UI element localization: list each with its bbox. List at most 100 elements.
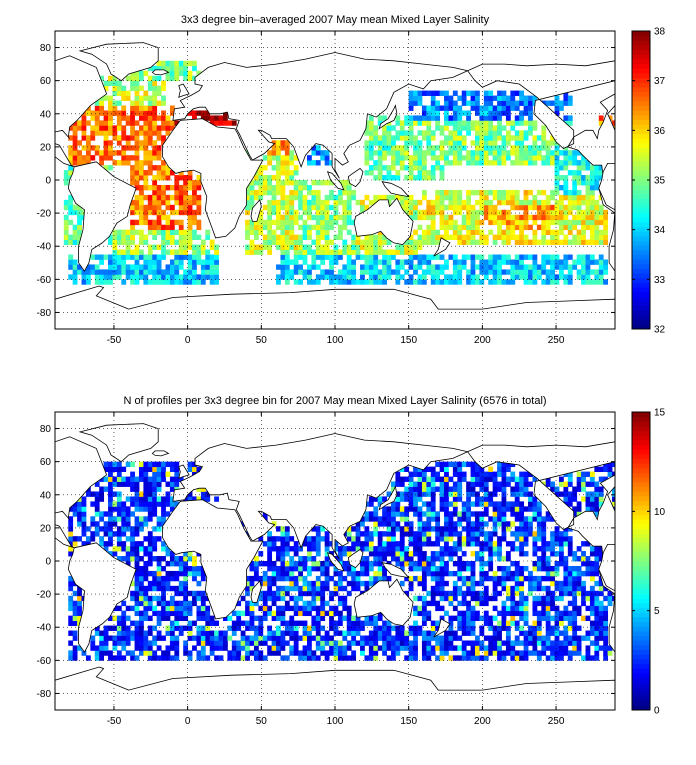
- data-bin: [413, 536, 418, 541]
- data-bin: [528, 571, 533, 576]
- data-bin: [475, 110, 480, 115]
- data-bin: [418, 264, 423, 269]
- data-bin: [170, 596, 175, 601]
- data-bin: [391, 650, 396, 655]
- data-bin: [307, 591, 312, 596]
- data-bin: [382, 135, 387, 140]
- data-bin: [422, 130, 427, 135]
- data-bin: [484, 215, 489, 220]
- data-bin: [139, 110, 144, 115]
- colorbar-swatch: [632, 296, 650, 301]
- data-bin: [546, 516, 551, 521]
- data-bin: [524, 541, 529, 546]
- data-bin: [338, 551, 343, 556]
- data-bin: [236, 621, 241, 626]
- data-bin: [559, 536, 564, 541]
- data-bin: [502, 506, 507, 511]
- data-bin: [426, 531, 431, 536]
- data-bin: [280, 195, 285, 200]
- data-bin: [409, 96, 414, 101]
- data-bin: [409, 576, 414, 581]
- data-bin: [506, 190, 511, 195]
- data-bin: [285, 170, 290, 175]
- data-bin: [289, 215, 294, 220]
- data-bin: [117, 472, 122, 477]
- data-bin: [550, 140, 555, 145]
- data-bin: [559, 210, 564, 215]
- data-bin: [524, 150, 529, 155]
- data-bin: [196, 185, 201, 190]
- data-bin: [280, 571, 285, 576]
- data-bin: [73, 506, 78, 511]
- data-bin: [179, 561, 184, 566]
- data-bin: [426, 631, 431, 636]
- data-bin: [95, 110, 100, 115]
- data-bin: [334, 245, 339, 250]
- data-bin: [241, 621, 246, 626]
- data-bin: [532, 596, 537, 601]
- data-bin: [404, 631, 409, 636]
- data-bin: [174, 274, 179, 279]
- colorbar-swatch: [632, 64, 650, 69]
- data-bin: [183, 71, 188, 76]
- data-bin: [121, 145, 126, 150]
- data-bin: [546, 566, 551, 571]
- data-bin: [594, 210, 599, 215]
- data-bin: [400, 546, 405, 551]
- data-bin: [210, 255, 215, 260]
- data-bin: [563, 631, 568, 636]
- data-bin: [325, 650, 330, 655]
- data-bin: [77, 220, 82, 225]
- data-bin: [413, 611, 418, 616]
- data-bin: [267, 531, 272, 536]
- data-bin: [280, 190, 285, 195]
- data-bin: [170, 269, 175, 274]
- data-bin: [563, 96, 568, 101]
- data-bin: [457, 230, 462, 235]
- data-bin: [431, 551, 436, 556]
- data-bin: [86, 269, 91, 274]
- data-bin: [497, 259, 502, 264]
- data-bin: [369, 200, 374, 205]
- data-bin: [440, 526, 445, 531]
- data-bin: [488, 110, 493, 115]
- data-bin: [493, 220, 498, 225]
- data-bin: [201, 596, 206, 601]
- data-bin: [267, 611, 272, 616]
- data-bin: [537, 526, 542, 531]
- data-bin: [307, 606, 312, 611]
- data-bin: [515, 190, 520, 195]
- data-bin: [479, 125, 484, 130]
- data-bin: [493, 110, 498, 115]
- data-bin: [174, 601, 179, 606]
- data-bin: [426, 616, 431, 621]
- data-bin: [320, 215, 325, 220]
- data-bin: [135, 180, 140, 185]
- data-bin: [174, 586, 179, 591]
- data-bin: [276, 200, 281, 205]
- data-bin: [444, 531, 449, 536]
- data-bin: [276, 571, 281, 576]
- data-bin: [440, 636, 445, 641]
- data-bin: [369, 640, 374, 645]
- data-bin: [413, 96, 418, 101]
- data-bin: [418, 130, 423, 135]
- data-bin: [139, 621, 144, 626]
- data-bin: [409, 491, 414, 496]
- data-bin: [519, 511, 524, 516]
- data-bin: [135, 601, 140, 606]
- data-bin: [426, 170, 431, 175]
- data-bin: [422, 536, 427, 541]
- data-bin: [280, 566, 285, 571]
- data-bin: [502, 220, 507, 225]
- data-bin: [143, 491, 148, 496]
- data-bin: [183, 601, 188, 606]
- data-bin: [272, 591, 277, 596]
- data-bin: [502, 190, 507, 195]
- data-bin: [555, 581, 560, 586]
- colorbar-tick-label: 34: [654, 225, 666, 236]
- data-bin: [550, 655, 555, 660]
- data-bin: [502, 581, 507, 586]
- data-bin: [117, 110, 122, 115]
- data-bin: [108, 96, 113, 101]
